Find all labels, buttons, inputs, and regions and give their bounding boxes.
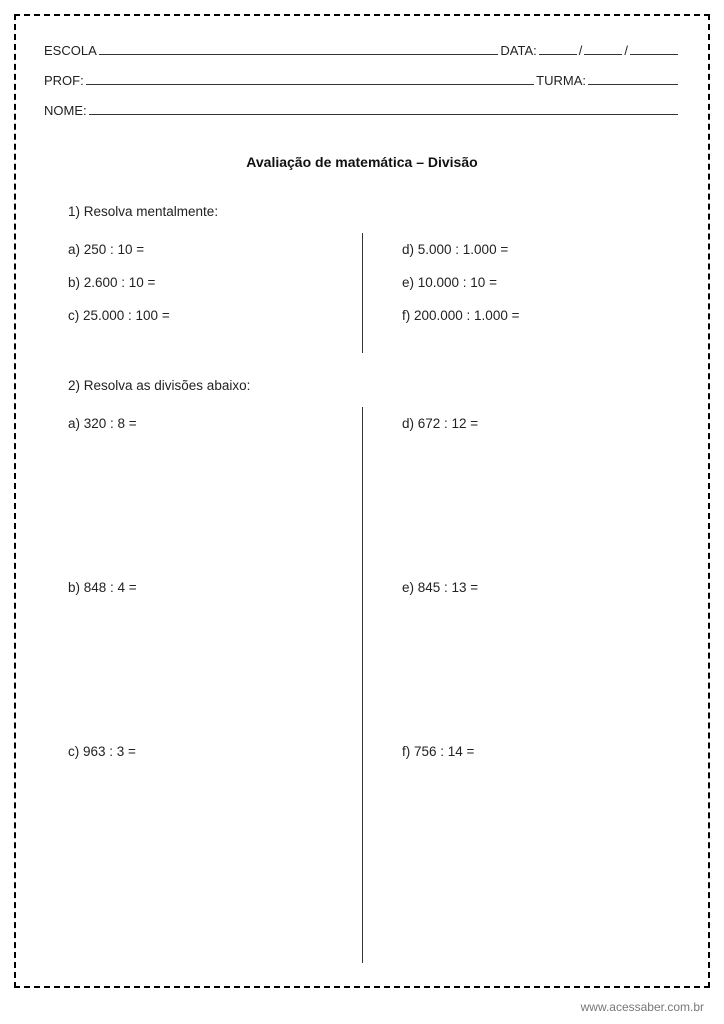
data-day-blank (539, 42, 577, 55)
q1-item-e: e) 10.000 : 10 = (402, 275, 656, 290)
turma-label: TURMA: (536, 73, 586, 88)
q1-vertical-divider (362, 233, 363, 353)
q1-item-d: d) 5.000 : 1.000 = (402, 242, 656, 257)
escola-label: ESCOLA (44, 43, 97, 58)
q1-item-b: b) 2.600 : 10 = (68, 275, 338, 290)
q2-item-a: a) 320 : 8 = (68, 416, 338, 431)
nome-blank (89, 102, 678, 115)
worksheet-title: Avaliação de matemática – Divisão (44, 154, 680, 170)
q1-columns: a) 250 : 10 = b) 2.600 : 10 = c) 25.000 … (68, 233, 656, 332)
header-line-prof: PROF: TURMA: (44, 72, 680, 88)
worksheet-page: ESCOLA DATA: / / PROF: TURMA: NOME: Aval… (0, 0, 724, 1024)
turma-blank (588, 72, 678, 85)
header-line-escola: ESCOLA DATA: / / (44, 42, 680, 58)
q2-item-b: b) 848 : 4 = (68, 580, 338, 595)
content-area: 1) Resolva mentalmente: a) 250 : 10 = b)… (44, 204, 680, 859)
prof-blank (86, 72, 534, 85)
footer-url: www.acessaber.com.br (581, 1000, 704, 1014)
header-line-nome: NOME: (44, 102, 680, 118)
q2-vertical-divider (362, 407, 363, 963)
q2-prompt: 2) Resolva as divisões abaixo: (68, 378, 656, 393)
q2-item-f: f) 756 : 14 = (402, 744, 656, 759)
data-month-blank (584, 42, 622, 55)
prof-label: PROF: (44, 73, 84, 88)
q1-left-col: a) 250 : 10 = b) 2.600 : 10 = c) 25.000 … (68, 233, 362, 332)
spacer-2 (68, 352, 656, 372)
q2-columns: a) 320 : 8 = b) 848 : 4 = c) 963 : 3 = d… (68, 407, 656, 859)
q2-left-col: a) 320 : 8 = b) 848 : 4 = c) 963 : 3 = (68, 407, 362, 859)
q2-right-col: d) 672 : 12 = e) 845 : 13 = f) 756 : 14 … (362, 407, 656, 859)
q1-right-col: d) 5.000 : 1.000 = e) 10.000 : 10 = f) 2… (362, 233, 656, 332)
q2-item-e: e) 845 : 13 = (402, 580, 656, 595)
escola-blank (99, 42, 499, 55)
slash-1: / (579, 43, 583, 58)
q1-prompt: 1) Resolva mentalmente: (68, 204, 656, 219)
slash-2: / (624, 43, 628, 58)
q1-item-c: c) 25.000 : 100 = (68, 308, 338, 323)
nome-label: NOME: (44, 103, 87, 118)
q2-item-d: d) 672 : 12 = (402, 416, 656, 431)
q1-item-a: a) 250 : 10 = (68, 242, 338, 257)
q1-item-f: f) 200.000 : 1.000 = (402, 308, 656, 323)
data-year-blank (630, 42, 678, 55)
data-label: DATA: (500, 43, 536, 58)
dashed-border-frame: ESCOLA DATA: / / PROF: TURMA: NOME: Aval… (14, 14, 710, 988)
q2-item-c: c) 963 : 3 = (68, 744, 338, 759)
